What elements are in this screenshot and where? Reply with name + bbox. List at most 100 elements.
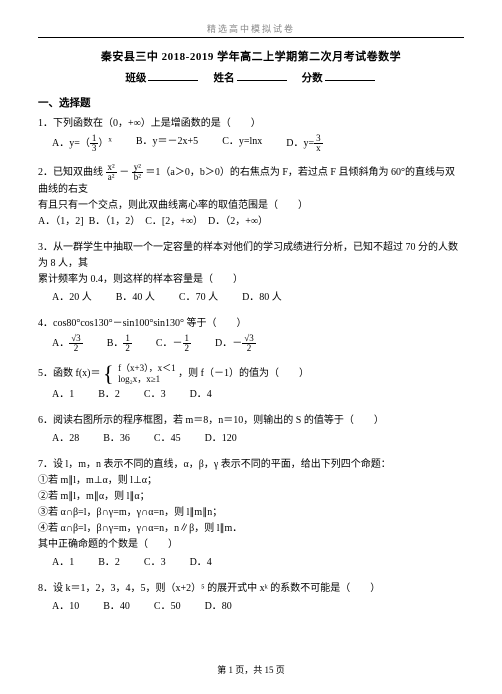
q1-opt-c: C．y=lnx — [222, 134, 262, 153]
question-1: 1．下列函数在（0，+∞）上是增函数的是（ ） A．y=（13）x B．y＝－2… — [38, 116, 464, 153]
q4d-frac: √32 — [242, 334, 255, 353]
q3-opt-a: A．20 人 — [52, 290, 92, 306]
question-8: 8．设 k＝1，2，3，4，5，则（x+2）⁵ 的展开式中 xᵏ 的系数不可能是… — [38, 581, 464, 615]
q1-opt-d: D．y=3x — [286, 134, 322, 153]
q5-opt-b: B．2 — [98, 387, 120, 403]
question-3: 3．从一群学生中抽取一个一定容量的样本对他们的学习成绩进行分析，已知不超过 70… — [38, 240, 464, 306]
q4-opt-c: C．－12 — [156, 334, 191, 353]
q8-opt-a: A．10 — [52, 599, 79, 615]
q1-options: A．y=（13）x B．y＝－2x+5 C．y=lnx D．y=3x — [52, 134, 464, 153]
exam-page: 精选高中模拟试卷 秦安县三中 2018-2019 学年高二上学期第二次月考试卷数… — [0, 0, 502, 615]
q4-opt-b: B．12 — [107, 334, 132, 353]
q6-opt-d: D．120 — [205, 431, 237, 447]
q4c-frac: 12 — [183, 334, 192, 353]
q7-stem: 7．设 l，m，n 表示不同的直线，α，β，γ 表示不同的平面，给出下列四个命题… — [38, 457, 464, 473]
q4d-pre: D．－ — [215, 338, 242, 349]
question-7: 7．设 l，m，n 表示不同的直线，α，β，γ 表示不同的平面，给出下列四个命题… — [38, 457, 464, 571]
q7-end: 其中正确命题的个数是（ ） — [38, 537, 464, 553]
q4-options: A．√32 B．12 C．－12 D．－√32 — [52, 334, 464, 353]
q5-opt-c: C．3 — [144, 387, 166, 403]
q3-line1: 3．从一群学生中抽取一个一定容量的样本对他们的学习成绩进行分析，已知不超过 70… — [38, 240, 464, 272]
q5-p2: log₂x，x≥1 — [118, 374, 176, 385]
q8-opt-d: D．80 — [205, 599, 232, 615]
q5-options: A．1 B．2 C．3 D．4 — [52, 387, 464, 403]
name-blank — [237, 71, 287, 81]
q1d-frac: 3x — [314, 134, 323, 153]
q4b-d: 2 — [123, 344, 132, 353]
q7-p4: ④若 α∩β=l，β∩γ=m，γ∩α=n，n∥β，则 l∥m． — [38, 521, 464, 537]
q3-opt-b: B．40 人 — [116, 290, 155, 306]
q1a-pre: A．y=（ — [52, 138, 90, 149]
q2-minus: － — [119, 167, 129, 178]
q2-f2d: b² — [132, 173, 143, 182]
q5-p1: f（x+3），x＜1 — [118, 363, 176, 374]
score-blank — [325, 71, 375, 81]
q5-post: ，则 f（－1）的值为（ ） — [178, 368, 309, 379]
q8-opt-c: C．50 — [154, 599, 181, 615]
subheader: 班级 姓名 分数 — [38, 70, 464, 85]
question-2: 2．已知双曲线 x²a² － y²b² ＝1（a＞0，b＞0）的右焦点为 F，若… — [38, 163, 464, 230]
q4-stem: 4．cos80°cos130°－sin100°sin130° 等于（ ） — [38, 316, 464, 332]
q2-opt-c: C．[2，+∞） — [145, 216, 203, 227]
q6-options: A．28 B．36 C．45 D．120 — [52, 431, 464, 447]
name-label: 姓名 — [214, 73, 235, 84]
q5-pre: 5．函数 f(x)＝ — [38, 368, 101, 379]
section-heading: 一、选择题 — [38, 95, 464, 110]
q4c-d: 2 — [183, 344, 192, 353]
q2-options: A．（1，2] B．（1，2） C．[2，+∞） D．（2，+∞） — [38, 214, 464, 230]
q6-opt-b: B．36 — [103, 431, 130, 447]
q7-options: A．1 B．2 C．3 D．4 — [52, 555, 464, 571]
q3-options: A．20 人 B．40 人 C．70 人 D．80 人 — [52, 290, 464, 306]
q2-frac2: y²b² — [132, 163, 143, 182]
class-label: 班级 — [125, 73, 146, 84]
q6-opt-c: C．45 — [154, 431, 181, 447]
q7-opt-c: C．3 — [144, 555, 166, 571]
q7-p3: ③若 α∩β=l，β∩γ=m，γ∩α=n，则 l∥m∥n； — [38, 505, 464, 521]
q1d-den: x — [314, 144, 323, 153]
header-divider — [38, 37, 464, 38]
q3-opt-d: D．80 人 — [242, 290, 282, 306]
exam-title: 秦安县三中 2018-2019 学年高二上学期第二次月考试卷数学 — [38, 48, 464, 64]
class-blank — [148, 71, 198, 81]
q2-f1d: a² — [106, 173, 117, 182]
q2-line2: 有且只有一个交点，则此双曲线离心率的取值范围是（ ） — [38, 198, 464, 214]
question-5: 5．函数 f(x)＝ { f（x+3），x＜1 log₂x，x≥1 ，则 f（－… — [38, 363, 464, 403]
q7-opt-a: A．1 — [52, 555, 74, 571]
page-footer: 第 1 页，共 15 页 — [0, 663, 502, 676]
q2-opt-a: A．（1，2] — [38, 216, 84, 227]
q4d-d: 2 — [242, 344, 255, 353]
q1-stem: 1．下列函数在（0，+∞）上是增函数的是（ ） — [38, 116, 464, 132]
q4a-pre: A． — [52, 338, 69, 349]
q3-line2: 累计频率为 0.4，则这样的样本容量是（ ） — [38, 272, 464, 288]
q4b-pre: B． — [107, 338, 124, 349]
q1-opt-a: A．y=（13）x — [52, 134, 112, 153]
score-label: 分数 — [302, 73, 323, 84]
header-label: 精选高中模拟试卷 — [38, 22, 464, 35]
q4a-frac: √32 — [69, 334, 82, 353]
q2-opt-d: D．（2，+∞） — [208, 216, 268, 227]
q4b-frac: 12 — [123, 334, 132, 353]
q4-opt-d: D．－√32 — [215, 334, 256, 353]
q4a-d: 2 — [69, 344, 82, 353]
q5-opt-a: A．1 — [52, 387, 74, 403]
q1d-pre: D．y= — [286, 138, 314, 149]
q1a-post: ） — [98, 138, 108, 149]
q5-opt-d: D．4 — [190, 387, 212, 403]
q2-frac1: x²a² — [106, 163, 117, 182]
question-4: 4．cos80°cos130°－sin100°sin130° 等于（ ） A．√… — [38, 316, 464, 353]
q7-p2: ②若 m∥l，m∥α，则 l∥α； — [38, 489, 464, 505]
q8-opt-b: B．40 — [103, 599, 130, 615]
q7-opt-d: D．4 — [190, 555, 212, 571]
q5-piecewise: f（x+3），x＜1 log₂x，x≥1 — [118, 363, 176, 385]
q6-stem: 6．阅读右图所示的程序框图，若 m＝8，n＝10，则输出的 S 的值等于（ ） — [38, 413, 464, 429]
q4-opt-a: A．√32 — [52, 334, 83, 353]
q4c-pre: C．－ — [156, 338, 183, 349]
q3-opt-c: C．70 人 — [179, 290, 218, 306]
q5-stem: 5．函数 f(x)＝ { f（x+3），x＜1 log₂x，x≥1 ，则 f（－… — [38, 363, 464, 385]
q2-line1: 2．已知双曲线 x²a² － y²b² ＝1（a＞0，b＞0）的右焦点为 F，若… — [38, 163, 464, 198]
q2-opt-b: B．（1，2） — [89, 216, 141, 227]
question-6: 6．阅读右图所示的程序框图，若 m＝8，n＝10，则输出的 S 的值等于（ ） … — [38, 413, 464, 447]
q7-opt-b: B．2 — [98, 555, 120, 571]
q7-p1: ①若 m∥l，m⊥α，则 l⊥α； — [38, 473, 464, 489]
q8-options: A．10 B．40 C．50 D．80 — [52, 599, 464, 615]
